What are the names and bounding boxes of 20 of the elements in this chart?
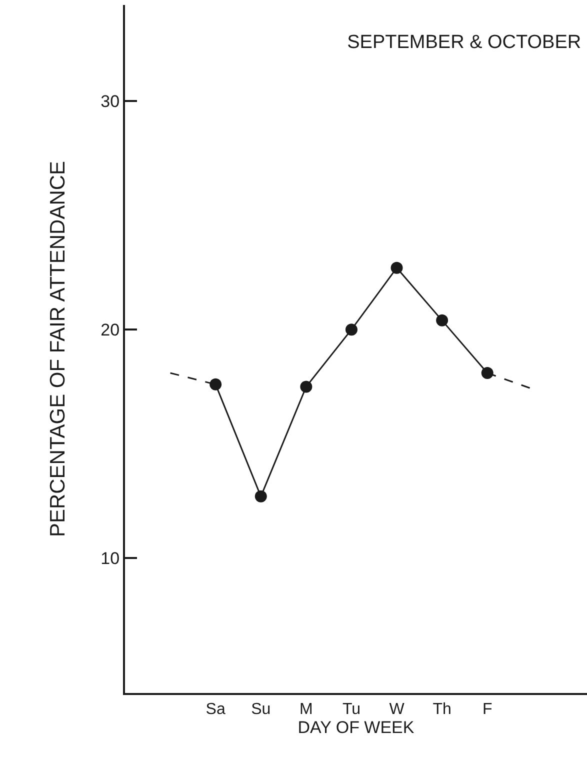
point <box>345 324 358 336</box>
x-tick-label: F <box>482 701 492 718</box>
point <box>390 262 403 274</box>
x-tick-label: Su <box>251 701 271 718</box>
x-axis-title: DAY OF WEEK <box>298 718 415 738</box>
point <box>300 380 312 393</box>
y-axis-title: PERCENTAGE OF FAIR ATTENDANCE <box>46 160 70 538</box>
x-tick-label: Sa <box>206 701 226 718</box>
x-tick-label: W <box>389 701 406 718</box>
y-tick-label: 30 <box>100 92 120 111</box>
point <box>210 378 222 390</box>
point <box>436 314 448 326</box>
y-tick-label: 20 <box>100 320 120 340</box>
x-tick-label: Tu <box>342 701 361 718</box>
point <box>481 367 494 379</box>
y-tick-label: 10 <box>100 549 120 568</box>
point <box>254 490 267 502</box>
x-tick-label: Th <box>432 701 452 718</box>
text: SEPTEMBER & OCTOBER <box>347 32 582 54</box>
x-tick-label: M <box>300 701 313 718</box>
